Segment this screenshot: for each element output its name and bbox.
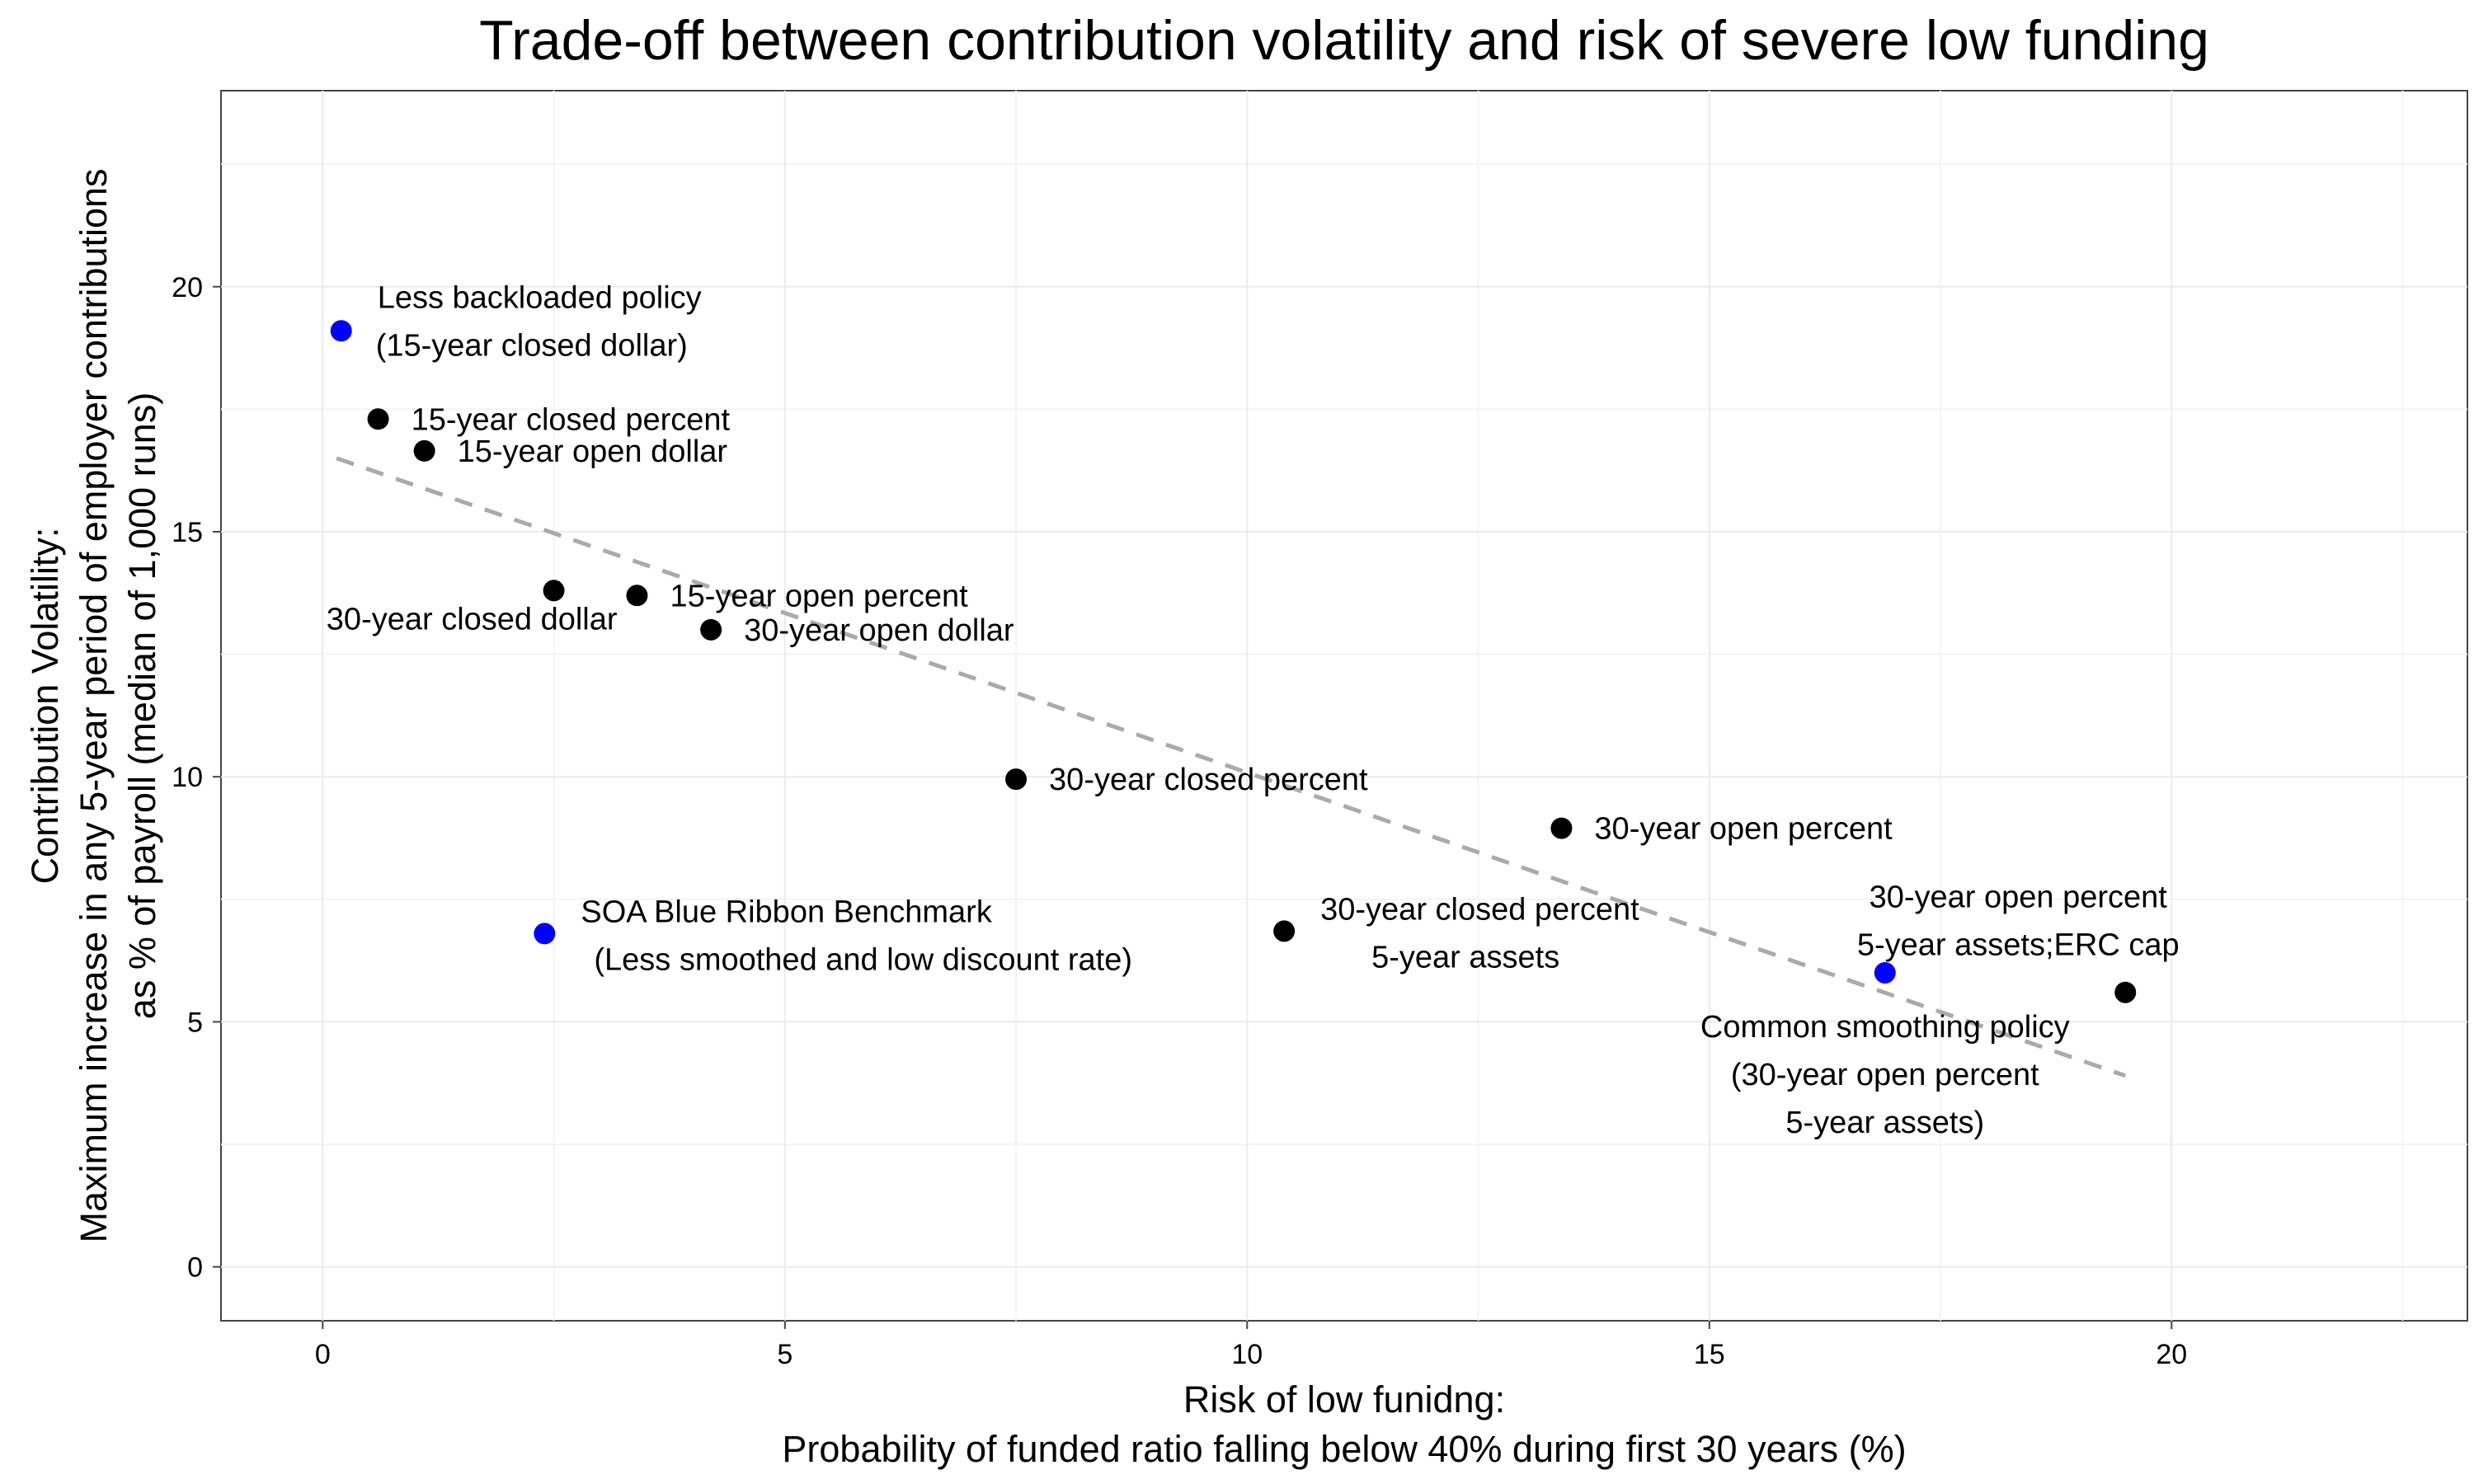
point-label: 30-year closed percent	[1320, 892, 1639, 927]
data-point	[1005, 768, 1028, 791]
data-point	[2114, 981, 2137, 1003]
trend-line-layer	[336, 456, 2127, 1078]
point-label: 5-year assets;ERC cap	[1857, 928, 2180, 963]
y-axis-label-line-3: as % of payroll (median of 1,000 runs)	[121, 392, 163, 1019]
y-tick-label: 5	[187, 1007, 203, 1038]
point-label: 30-year closed percent	[1049, 763, 1368, 797]
point-label: 15-year open dollar	[458, 434, 728, 469]
y-tick-label: 15	[172, 517, 203, 548]
plot-background	[220, 90, 2468, 1322]
data-point	[534, 923, 556, 945]
data-point	[330, 320, 352, 342]
point-label: SOA Blue Ribbon Benchmark	[581, 895, 992, 929]
point-label: 30-year open percent	[1870, 881, 2168, 915]
point-label: 5-year assets	[1371, 940, 1559, 974]
data-point	[700, 618, 722, 641]
grid	[221, 91, 2467, 1321]
point-label: 5-year assets)	[1785, 1106, 1984, 1140]
axis-ticks: 0 5 10 15 20 0 5 10 15 20	[172, 272, 2187, 1370]
x-tick-label: 20	[2156, 1339, 2187, 1370]
y-tick-label: 0	[187, 1252, 203, 1284]
x-tick-label: 0	[315, 1339, 331, 1370]
y-tick-label: 20	[172, 272, 203, 303]
point-label: Less backloaded policy	[378, 280, 702, 315]
point-label: Common smoothing policy	[1700, 1010, 2070, 1045]
data-point	[1874, 961, 1896, 984]
point-label: (Less smoothed and low discount rate)	[594, 942, 1132, 977]
trend-line	[336, 456, 2127, 1078]
point-label: 30-year closed dollar	[327, 602, 618, 636]
x-tick-label: 10	[1231, 1339, 1263, 1370]
point-label: 15-year open percent	[670, 579, 968, 613]
data-point	[367, 408, 389, 430]
data-point	[626, 585, 648, 607]
point-label: (15-year closed dollar)	[376, 328, 688, 363]
point-label: 30-year open dollar	[744, 613, 1014, 648]
x-tick-label: 15	[1694, 1339, 1725, 1370]
x-tick-label: 5	[777, 1339, 793, 1370]
data-point	[1550, 817, 1573, 839]
x-axis-label-line-1: Risk of low funidng:	[1183, 1378, 1505, 1421]
points-layer	[330, 320, 2137, 1003]
point-label: (30-year open percent	[1731, 1058, 2039, 1092]
chart-title: Trade-off between contribution volatilit…	[479, 9, 2209, 72]
data-point	[1273, 920, 1296, 942]
y-axis-label-line-1: Contribution Volatility:	[24, 528, 66, 885]
data-point	[413, 439, 435, 462]
y-axis-label-line-2: Maximum increase in any 5-year period of…	[73, 168, 115, 1242]
data-point	[543, 580, 565, 602]
x-axis-label-line-2: Probability of funded ratio falling belo…	[782, 1428, 1906, 1470]
y-tick-label: 10	[172, 762, 203, 793]
point-labels-layer: Less backloaded policy (15-year closed do…	[327, 280, 2180, 1140]
point-label: 30-year open percent	[1594, 812, 1893, 847]
point-label: 15-year closed percent	[412, 402, 731, 437]
